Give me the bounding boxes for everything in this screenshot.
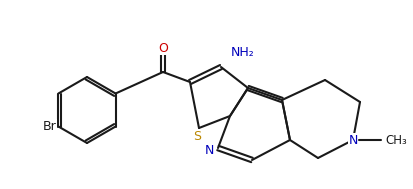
Text: S: S bbox=[193, 129, 201, 143]
Text: O: O bbox=[158, 42, 168, 54]
Text: NH₂: NH₂ bbox=[231, 46, 255, 60]
Text: N: N bbox=[204, 143, 214, 156]
Text: CH₃: CH₃ bbox=[385, 133, 407, 146]
Text: Br: Br bbox=[43, 120, 57, 133]
Text: N: N bbox=[348, 133, 358, 146]
